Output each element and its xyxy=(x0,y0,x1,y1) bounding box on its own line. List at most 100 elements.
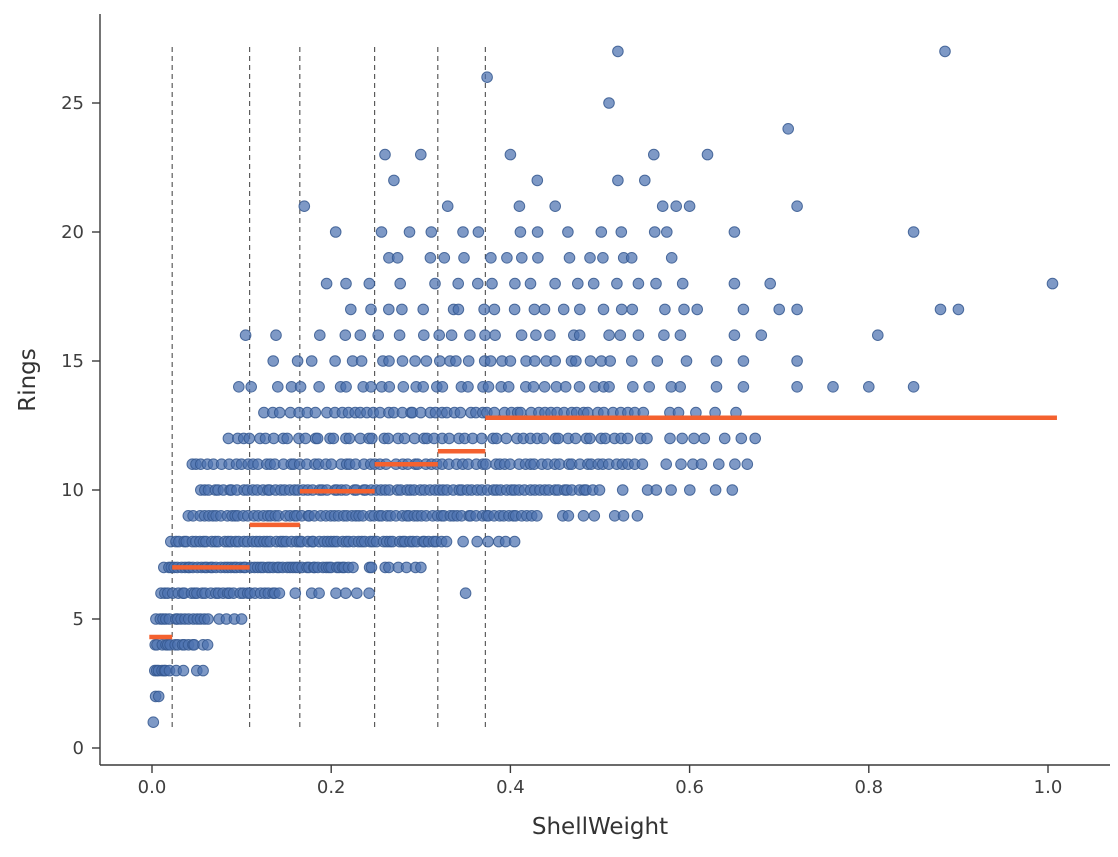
scatter-point xyxy=(320,277,333,290)
scatter-point xyxy=(572,277,584,290)
scatter-point xyxy=(562,510,575,522)
scatter-point xyxy=(549,355,562,367)
scatter-point xyxy=(394,277,407,290)
scatter-point xyxy=(648,226,661,238)
scatter-point xyxy=(737,303,750,316)
scatter-point xyxy=(239,329,252,342)
scatter-point xyxy=(827,381,839,393)
scatter-point xyxy=(674,329,687,342)
scatter-point xyxy=(907,381,920,393)
scatter-point xyxy=(298,200,311,212)
y-tick-label: 15 xyxy=(61,351,84,372)
scatter-point xyxy=(791,303,803,316)
scatter-point xyxy=(604,355,617,367)
x-tick-label: 0.8 xyxy=(854,777,883,798)
scatter-point xyxy=(577,510,590,522)
scatter-point xyxy=(299,432,312,445)
scatter-point xyxy=(478,303,490,316)
scatter-point xyxy=(366,432,378,445)
scatter-point xyxy=(424,251,437,264)
scatter-point xyxy=(462,355,475,367)
y-axis-label: Rings xyxy=(15,348,41,412)
scatter-point xyxy=(660,458,673,471)
scatter-point xyxy=(529,355,541,367)
scatter-point xyxy=(329,355,341,367)
scatter-point xyxy=(309,406,322,419)
scatter-point xyxy=(177,664,190,677)
scatter-point xyxy=(490,432,503,445)
scatter-point xyxy=(631,510,644,522)
scatter-point xyxy=(665,484,677,496)
scatter-point xyxy=(475,432,488,445)
scatter-point xyxy=(202,613,214,625)
scatter-point xyxy=(464,329,476,342)
scatter-point xyxy=(531,510,543,522)
scatter-point xyxy=(650,484,663,496)
scatter-point xyxy=(363,587,375,600)
scatter-point xyxy=(365,381,377,393)
scatter-point xyxy=(684,484,696,496)
scatter-point xyxy=(340,277,352,290)
scatter-point xyxy=(557,303,570,316)
scatter-point xyxy=(632,277,645,290)
scatter-point xyxy=(569,432,582,445)
scatter-point xyxy=(584,355,597,367)
scatter-point xyxy=(481,71,493,83)
scatter-point xyxy=(516,251,528,264)
scatter-point xyxy=(764,277,777,290)
scatter-point xyxy=(272,381,284,393)
scatter-point xyxy=(530,329,542,342)
scatter-point xyxy=(383,303,395,316)
scatter-point xyxy=(354,329,367,342)
scatter-point xyxy=(538,303,551,316)
scatter-point xyxy=(345,303,357,316)
scatter-point xyxy=(311,432,324,445)
scatter-point xyxy=(670,200,683,212)
scatter-point xyxy=(710,381,723,393)
scatter-point xyxy=(450,355,462,367)
scatter-point xyxy=(289,587,302,600)
scatter-point xyxy=(339,329,352,342)
scatter-point xyxy=(593,484,606,496)
scatter-point xyxy=(863,381,875,393)
scatter-point xyxy=(791,381,803,393)
scatter-point xyxy=(791,200,803,212)
scatter-point xyxy=(680,355,693,367)
scatter-point xyxy=(552,432,565,445)
scatter-point xyxy=(728,329,741,342)
scatter-point xyxy=(907,226,920,238)
scatter-point xyxy=(563,251,576,264)
scatter-point xyxy=(445,329,458,342)
scatter-point xyxy=(457,535,469,548)
scatter-point xyxy=(656,200,669,212)
scatter-point xyxy=(597,251,609,264)
scatter-point xyxy=(372,329,385,342)
scatter-point xyxy=(639,174,651,187)
scatter-point xyxy=(245,381,257,393)
scatter-point xyxy=(462,381,474,393)
scatter-point xyxy=(676,432,689,445)
scatter-point xyxy=(330,587,342,600)
scatter-point xyxy=(650,277,662,290)
scatter-point xyxy=(325,458,338,471)
scatter-point xyxy=(339,587,352,600)
scatter-point xyxy=(559,381,572,393)
scatter-point xyxy=(415,561,427,574)
scatter-point xyxy=(438,251,451,264)
x-axis-label: ShellWeight xyxy=(531,814,669,840)
scatter-point xyxy=(737,381,750,393)
scatter-point xyxy=(397,381,410,393)
scatter-point xyxy=(459,587,472,600)
scatter-point xyxy=(233,381,245,393)
scatter-point xyxy=(735,432,748,445)
scatter-point xyxy=(676,277,689,290)
scatter-point xyxy=(562,226,574,238)
scatter-point xyxy=(626,303,639,316)
scatter-point xyxy=(538,381,551,393)
scatter-point xyxy=(472,226,485,238)
scatter-point xyxy=(515,329,528,342)
scatter-point xyxy=(597,303,610,316)
scatter-point xyxy=(504,355,517,367)
scatter-point xyxy=(737,355,750,367)
scatter-point xyxy=(514,226,527,238)
